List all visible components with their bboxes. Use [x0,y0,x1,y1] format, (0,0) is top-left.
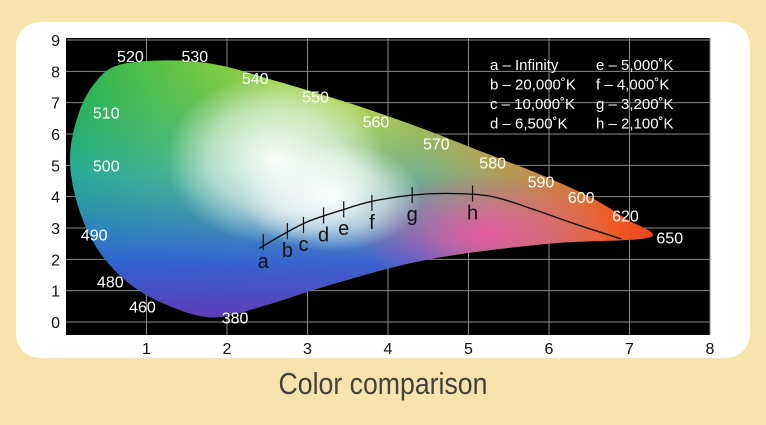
x-tick-label: 7 [625,341,634,358]
wavelength-label: 600 [568,190,595,207]
y-tick-label: 2 [51,252,60,269]
temperature-label: f [369,212,375,234]
y-tick-label: 6 [51,127,60,144]
wavelength-label: 490 [81,228,108,245]
wavelength-label: 580 [479,155,506,172]
temperature-label: a [258,251,270,273]
x-tick-label: 1 [142,341,151,358]
temperature-label: e [338,218,349,240]
wavelength-label: 590 [528,174,555,191]
wavelength-label: 460 [129,300,156,317]
x-tick-label: 5 [464,341,473,358]
wavelength-label: 530 [181,49,208,66]
temperature-label: h [467,203,478,225]
legend-entry: g – 3,200˚K [596,96,674,113]
wavelength-label: 520 [117,49,144,66]
wavelength-label: 550 [302,90,329,107]
wavelength-label: 510 [93,105,120,122]
wavelength-label: 570 [423,137,450,154]
x-tick-label: 4 [384,341,393,358]
temperature-label: b [282,240,293,262]
y-tick-label: 9 [51,33,60,50]
wavelength-labels: 520 530 540 550 560 570 580 590 600 620 650 510 500 4… [81,49,683,328]
wavelength-label: 620 [612,209,639,226]
y-tick-label: 3 [51,221,60,238]
legend: a – Infinity b – 20,000˚K c – 10,000˚K d – … [490,57,674,133]
x-tick-label: 2 [223,341,232,358]
y-tick-label: 7 [51,96,60,113]
y-tick-label: 8 [51,64,60,81]
legend-entry: a – Infinity [490,57,559,74]
legend-entry: d – 6,500˚K [490,116,568,133]
x-tick-label: 3 [303,341,312,358]
legend-entry: b – 20,000˚K [490,77,576,94]
wavelength-label: 560 [363,115,390,132]
legend-entry: h – 2,100˚K [596,116,674,133]
x-tick-label: 6 [545,341,554,358]
temperature-label: g [407,204,418,226]
y-tick-label: 4 [51,190,60,207]
temperature-label: d [318,224,329,246]
figure-caption: Color comparison [278,366,488,401]
wavelength-label: 650 [656,231,683,248]
legend-entry: e – 5,000˚K [596,57,674,74]
y-tick-label: 5 [51,158,60,175]
wavelength-label: 480 [97,275,124,292]
axes: 1 2 3 4 5 6 7 8 0 1 2 3 4 5 6 7 8 9 [51,33,714,358]
legend-entry: c – 10,000˚K [490,96,575,113]
wavelength-label: 380 [222,311,249,328]
wavelength-label: 500 [93,159,120,176]
x-tick-label: 8 [706,341,715,358]
legend-entry: f – 4,000˚K [596,77,669,94]
wavelength-label: 540 [242,71,269,88]
white-glow-2 [241,141,422,252]
y-tick-label: 0 [51,315,60,332]
y-tick-label: 1 [51,284,60,301]
temperature-label: c [298,234,308,256]
